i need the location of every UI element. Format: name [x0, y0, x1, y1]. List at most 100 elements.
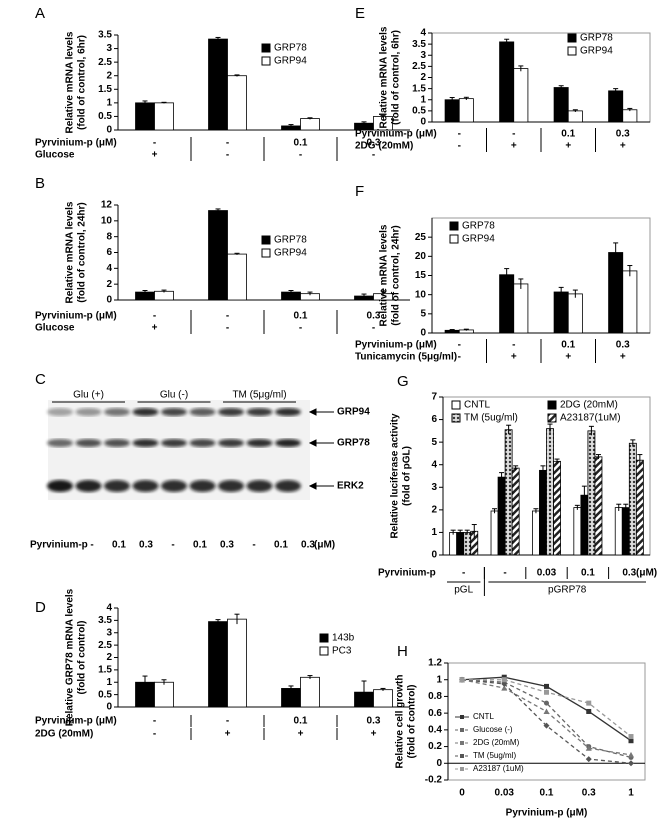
row-value: 0.3 — [367, 311, 381, 322]
y-tick-label: 0 — [106, 702, 112, 713]
group-label: pGRP78 — [548, 585, 587, 596]
row-value: 0.1 — [294, 311, 308, 322]
row-value: - — [462, 568, 465, 579]
point — [628, 734, 634, 740]
y-tick-label: 0.6 — [428, 708, 442, 719]
row-value: + — [298, 729, 304, 740]
bar — [567, 293, 583, 334]
x-unit: (μM) — [636, 568, 657, 579]
y-tick-label: 2 — [106, 70, 112, 81]
row-label: Pyrvinium-p (μM) — [355, 340, 437, 351]
y-tick-label: 3.5 — [98, 615, 112, 626]
legend-label: GRP78 — [462, 221, 495, 232]
band-label: GRP78 — [337, 438, 370, 449]
bar — [499, 41, 515, 123]
y-tick-label: 2 — [106, 652, 112, 663]
blot-band — [246, 480, 273, 492]
row-value: - — [226, 311, 229, 322]
y-tick-label: 0 — [436, 758, 442, 769]
legend-label: GRP94 — [462, 234, 495, 245]
y-tick-label: 6 — [431, 414, 437, 425]
row-value: + — [620, 141, 626, 152]
row-value: + — [225, 729, 231, 740]
bar — [504, 429, 513, 556]
legend-label: CNTL — [464, 400, 491, 411]
y-tick-label: 4 — [106, 263, 112, 274]
row-value: 0.1 — [294, 716, 308, 727]
blot-band — [75, 480, 102, 492]
arrow — [308, 408, 334, 416]
blot-band — [75, 439, 102, 447]
bar — [227, 618, 247, 708]
row-value: 0.1 — [581, 568, 595, 579]
y-tick-label: 10 — [101, 215, 113, 226]
row-value: 0.3 — [616, 129, 630, 140]
group-label: pGL — [454, 585, 473, 596]
y-tick-label: 1.5 — [412, 83, 426, 94]
legend-label: GRP94 — [274, 56, 307, 67]
legend-swatch — [261, 56, 271, 66]
bar — [546, 428, 554, 556]
bar — [456, 532, 465, 556]
legend-swatch — [449, 234, 459, 244]
legend-label: PC3 — [332, 646, 352, 657]
point — [544, 683, 549, 689]
blot-band — [218, 408, 244, 416]
bar — [444, 99, 460, 123]
row-label: 2DG (20mM) — [355, 141, 413, 152]
lane-label: 0.3 — [139, 540, 153, 551]
bar — [539, 469, 547, 556]
blot-band — [246, 408, 273, 416]
legend-label: GRP78 — [274, 43, 307, 54]
y-tick-label: 3 — [431, 482, 437, 493]
y-tick-label: 3 — [420, 50, 426, 61]
blot-band — [47, 439, 73, 447]
bar — [553, 460, 561, 556]
row-value: - — [372, 150, 375, 161]
blot-group: Glu (+) — [73, 390, 104, 401]
panel-label: D — [35, 599, 46, 616]
y-axis-label: (fold of control, 24hr) — [77, 202, 88, 303]
y-tick-label: 0.5 — [412, 106, 426, 117]
y-tick-label: 1.2 — [428, 658, 442, 669]
lane-label: 0.1 — [274, 540, 288, 551]
row-value: - — [153, 311, 156, 322]
blot-band — [75, 408, 102, 416]
blot-band — [189, 408, 216, 416]
row-value: 0.1 — [561, 129, 575, 140]
y-axis-label: (fold of control, 24hr) — [391, 225, 402, 326]
bar — [497, 476, 506, 556]
legend-marker — [460, 741, 464, 745]
band-label: ERK2 — [337, 481, 364, 492]
row-value: - — [512, 129, 515, 140]
y-tick-label: 0.2 — [428, 741, 442, 752]
y-tick-label: 3 — [106, 627, 112, 638]
bar — [208, 621, 228, 708]
bar — [499, 274, 515, 334]
y-tick-label: 1 — [436, 674, 442, 685]
row-value: - — [299, 323, 302, 334]
y-tick-label: 7 — [431, 392, 437, 403]
bar — [281, 688, 301, 708]
legend-label: A23187 (1uM) — [473, 764, 524, 773]
arrow — [308, 482, 334, 490]
row-label: Pyrvinium-p (μM) — [35, 138, 117, 149]
y-tick-label: -0.2 — [425, 775, 443, 786]
y-tick-label: 4 — [431, 459, 437, 470]
row-value: + — [371, 729, 377, 740]
bar — [458, 98, 474, 123]
row-label: 2DG (20mM) — [35, 729, 93, 740]
lane-label: 0.1 — [112, 540, 126, 551]
bar — [608, 252, 624, 334]
blot-band — [275, 408, 301, 416]
row-value: - — [512, 340, 515, 351]
panel-label: G — [397, 373, 409, 390]
point — [544, 689, 549, 695]
y-tick-label: 10 — [415, 289, 427, 300]
point — [543, 708, 550, 714]
y-tick-label: 15 — [415, 270, 427, 281]
y-tick-label: 1 — [420, 94, 426, 105]
row-value: - — [153, 138, 156, 149]
y-tick-label: 0 — [420, 328, 426, 339]
lane-label: - — [252, 540, 255, 551]
